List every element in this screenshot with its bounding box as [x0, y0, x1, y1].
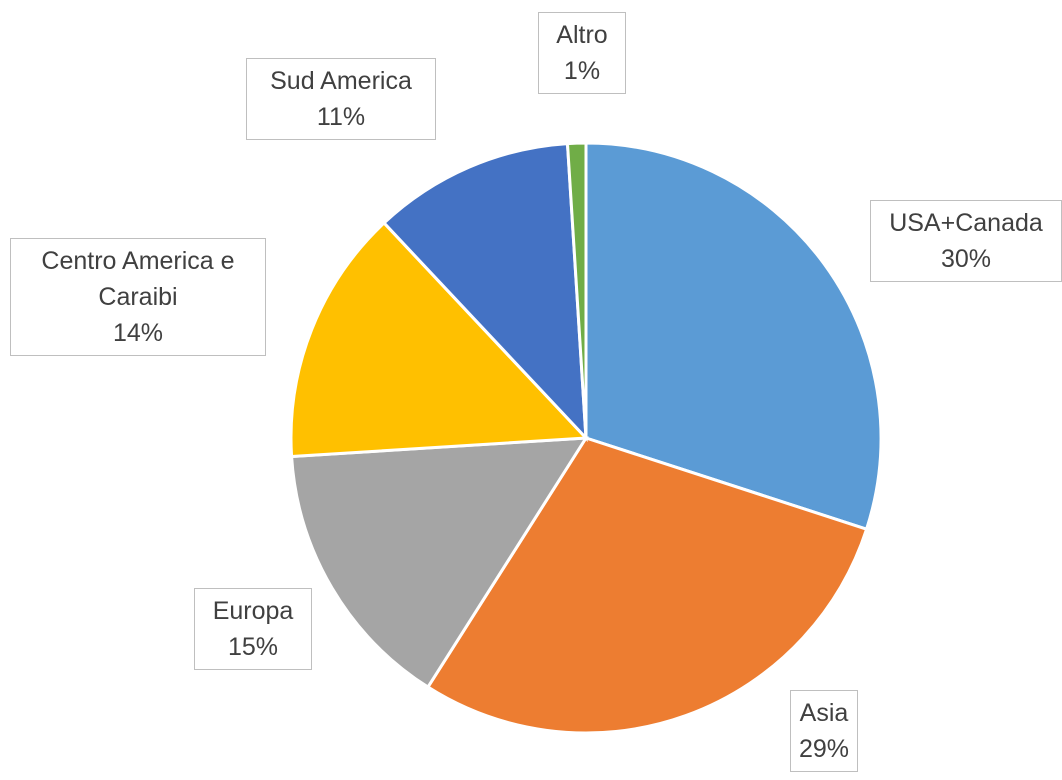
data-label: Sud America 11% — [246, 58, 436, 140]
pie-slice — [584, 141, 883, 532]
data-label: Asia 29% — [790, 690, 858, 772]
data-label: USA+Canada 30% — [870, 200, 1062, 282]
label-value: 14% — [112, 319, 164, 347]
label-value: 11% — [316, 103, 366, 131]
pie-slice — [289, 220, 590, 459]
label-value: 30% — [940, 245, 992, 273]
label-name: Sud America — [270, 67, 412, 95]
label-name: Asia — [799, 699, 849, 727]
label-value: 1% — [563, 57, 601, 85]
label-name: Europa — [212, 597, 294, 625]
data-label: Centro America e Caraibi 14% — [10, 238, 266, 356]
pie-slice — [381, 141, 588, 443]
label-name: Altro — [556, 21, 608, 49]
data-label: Europa 15% — [194, 588, 312, 670]
pie-slice — [425, 436, 869, 735]
label-value: 15% — [227, 633, 279, 661]
label-value: 29% — [798, 735, 850, 763]
pie-slice — [289, 436, 589, 690]
label-name: USA+Canada — [889, 209, 1043, 237]
pie-slice — [565, 141, 588, 439]
data-label: Altro 1% — [538, 12, 626, 94]
label-name: Centro America e Caraibi — [41, 247, 235, 311]
